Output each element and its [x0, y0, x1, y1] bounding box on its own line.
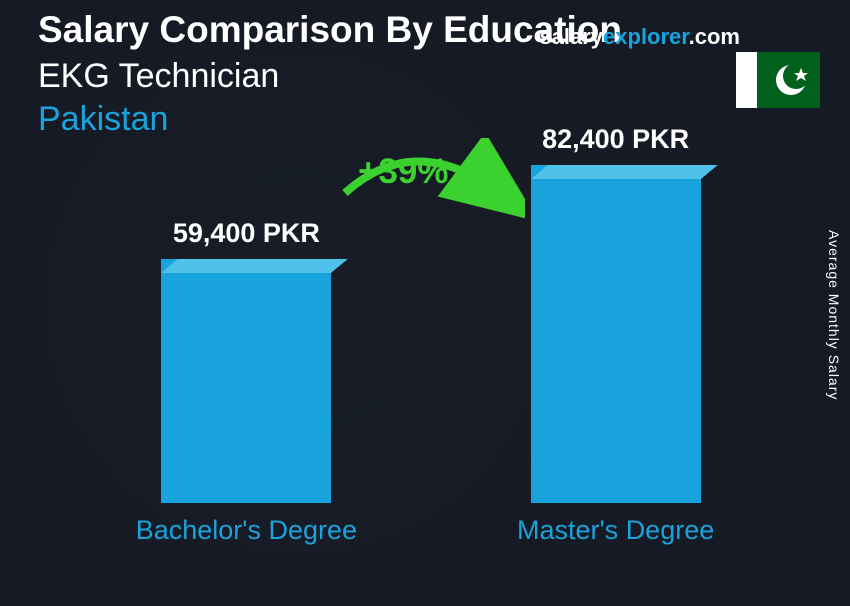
bar-value: 82,400 PKR: [542, 124, 689, 155]
flag-stripe: [736, 52, 757, 108]
bar-label: Bachelor's Degree: [136, 515, 357, 546]
bar-group: 59,400 PKR Bachelor's Degree: [136, 218, 357, 546]
flag-field: [757, 52, 820, 108]
bar-top-face: [161, 259, 348, 273]
flag-icon: [736, 52, 820, 108]
bar-3d: [161, 259, 331, 503]
bar-front-face: [161, 259, 331, 503]
brand-part1: salary: [539, 24, 603, 49]
bar-top-face: [531, 165, 718, 179]
brand-part2: explorer: [603, 24, 689, 49]
job-subtitle: EKG Technician: [38, 57, 830, 96]
bar-label: Master's Degree: [517, 515, 714, 546]
brand-logo: salaryexplorer.com: [539, 24, 740, 50]
bars-container: 59,400 PKR Bachelor's Degree 82,400 PKR …: [0, 124, 850, 546]
brand-part3: .com: [689, 24, 740, 49]
bar-value: 59,400 PKR: [173, 218, 320, 249]
bar-3d: [531, 165, 701, 503]
bar-front-face: [531, 165, 701, 503]
bar-group: 82,400 PKR Master's Degree: [517, 124, 714, 546]
chart-area: 59,400 PKR Bachelor's Degree 82,400 PKR …: [0, 140, 850, 606]
